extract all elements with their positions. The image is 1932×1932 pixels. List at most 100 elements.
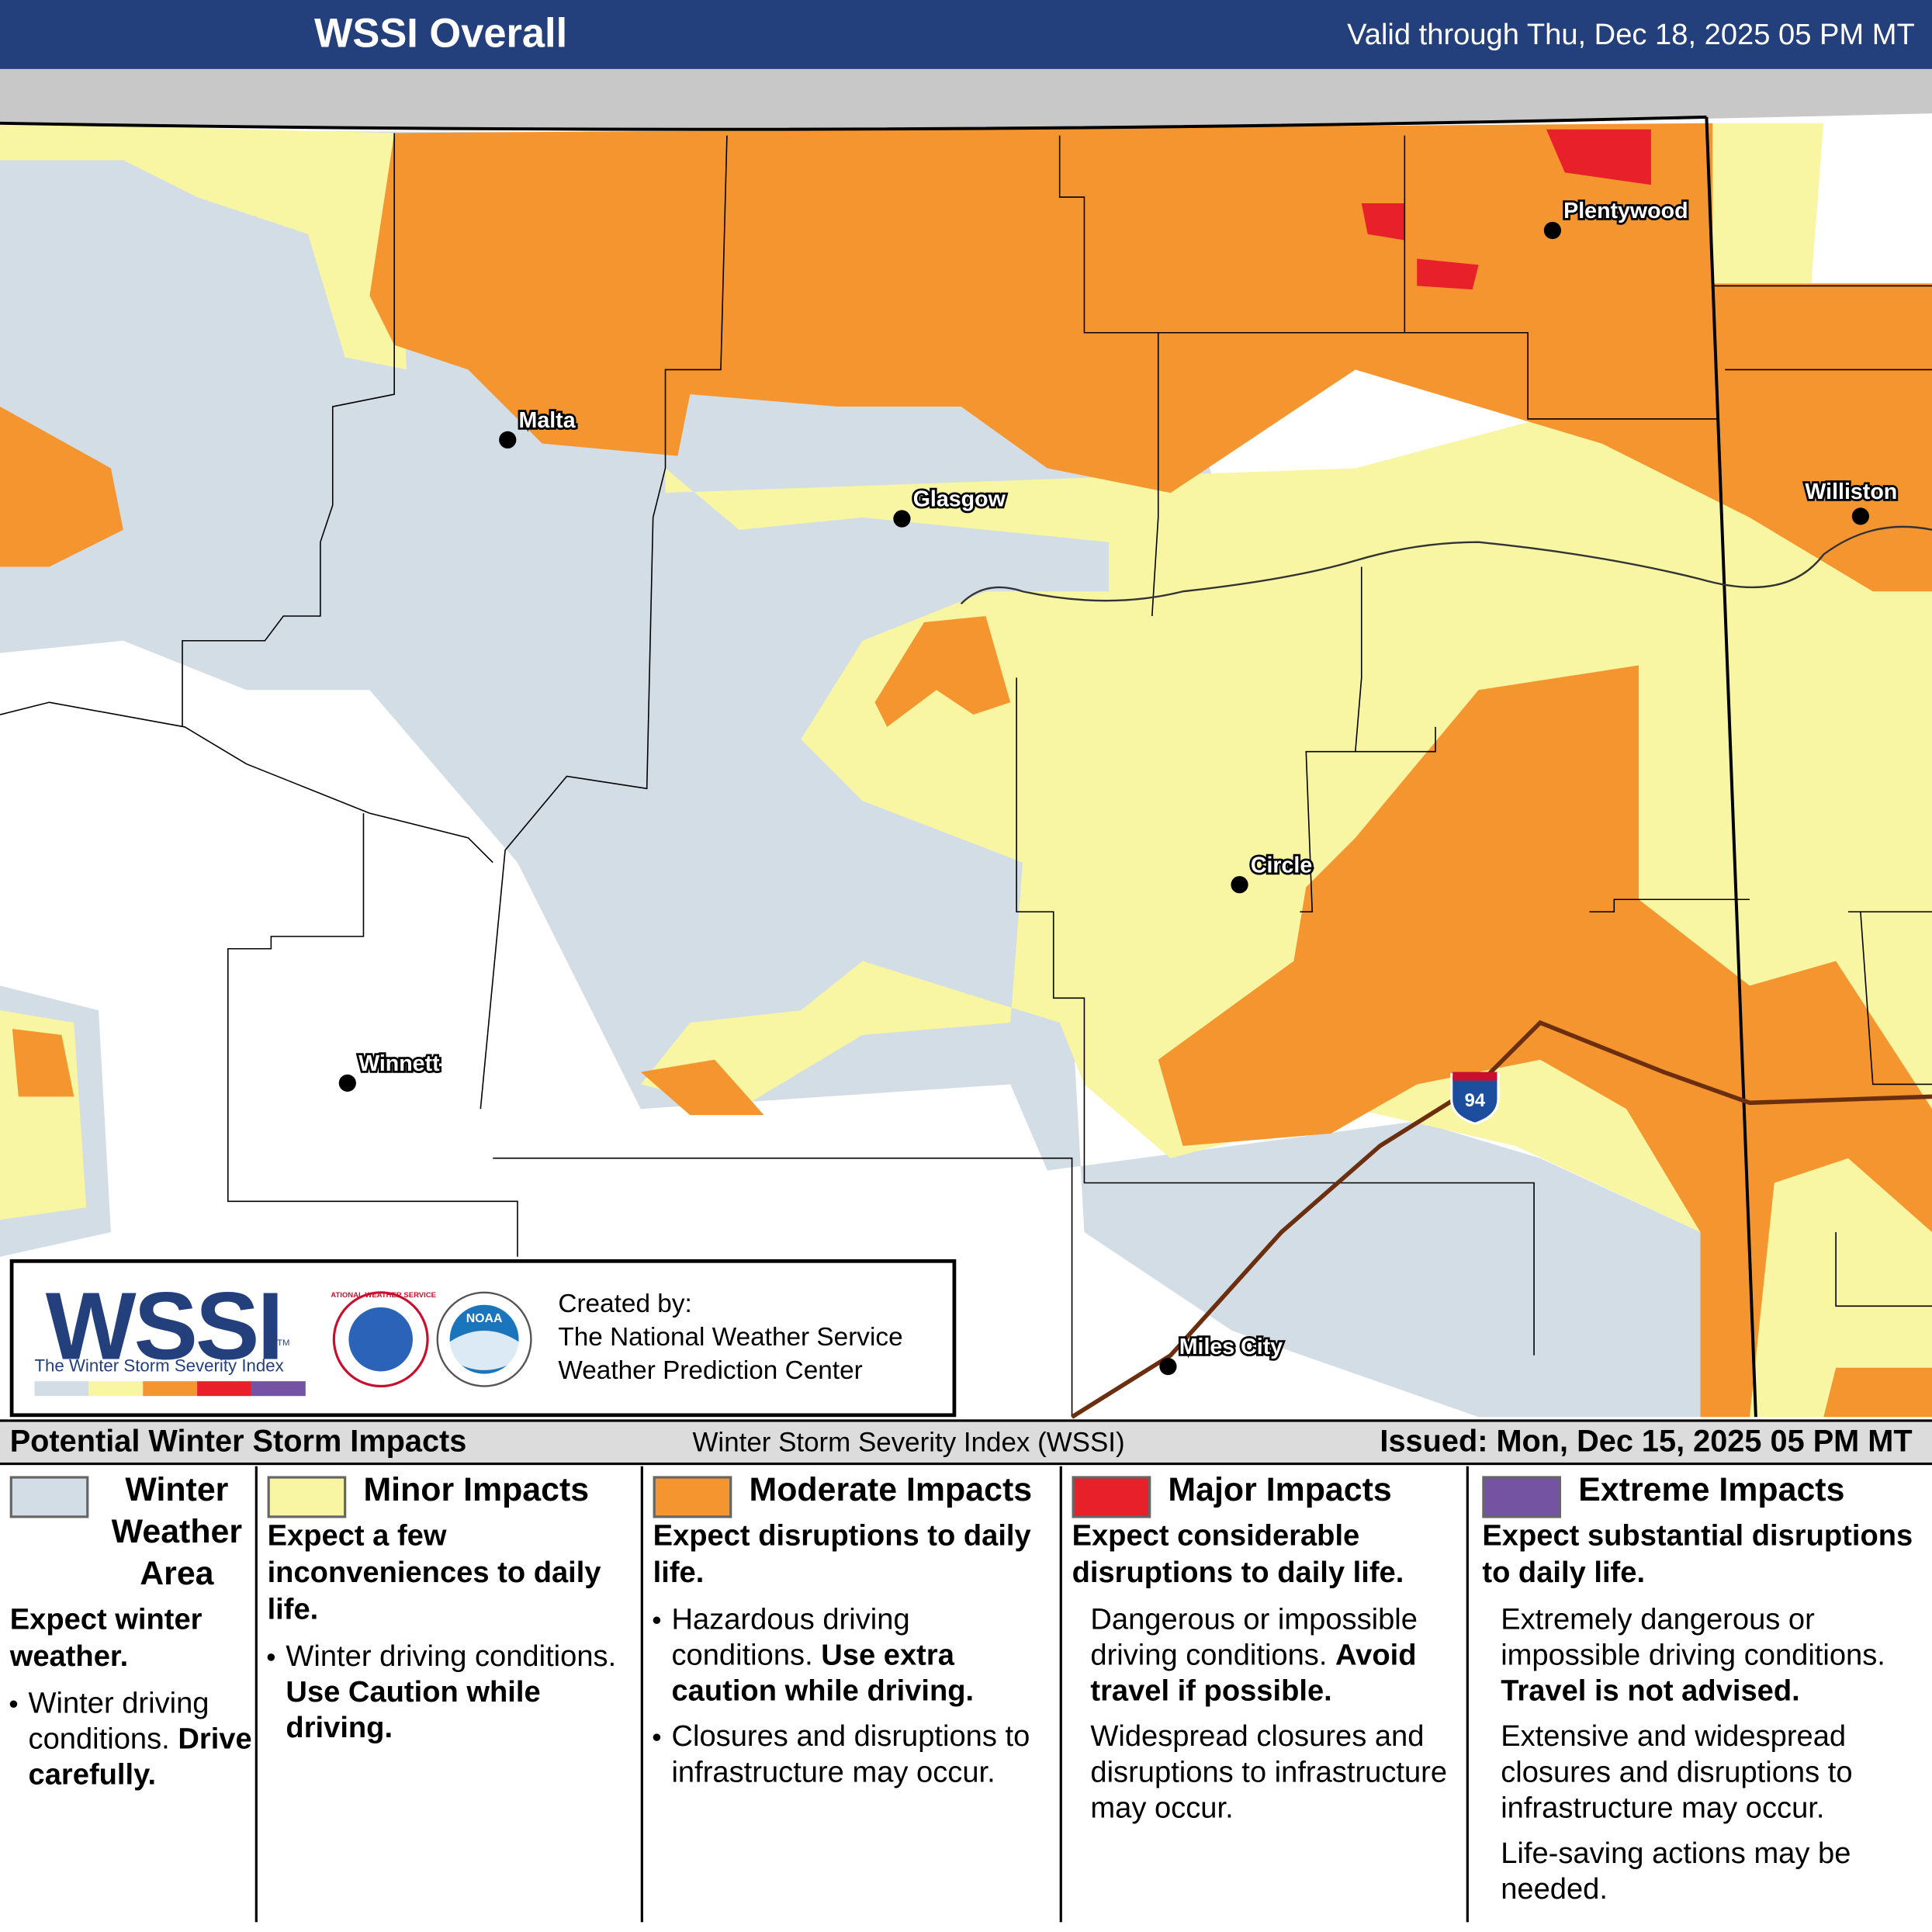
legend-item: Hazardous driving conditions. Use extra … [653, 1601, 1054, 1709]
item-text: Extensive and widespread closures and di… [1501, 1719, 1853, 1825]
legend-column: Extreme Impacts Expect substantial disrup… [1482, 1469, 1926, 1907]
item-text: Life-saving actions may be needed. [1501, 1837, 1851, 1906]
nws-logo-center [348, 1307, 413, 1372]
city-label: Miles City [1179, 1335, 1283, 1359]
color-bar-segment [143, 1381, 198, 1397]
city-label: Malta [519, 408, 576, 433]
footer-right: Issued: Mon, Dec 15, 2025 05 PM MT [1380, 1424, 1913, 1459]
item-bold: Drive carefully. [28, 1723, 252, 1792]
item-text: Winter driving conditions. [286, 1639, 617, 1674]
major-area [1361, 203, 1405, 241]
major-area [1417, 258, 1479, 290]
item-bold: Use Caution while driving. [286, 1675, 541, 1745]
footer-left: Potential Winter Storm Impacts [9, 1424, 467, 1459]
footer-center: Winter Storm Severity Index (WSSI) [692, 1426, 1125, 1458]
item-bold: Use extra caution while driving. [671, 1639, 975, 1708]
color-bar-segment [34, 1381, 89, 1397]
city-dot [1543, 221, 1562, 240]
legend-name: Minor Impacts [363, 1471, 590, 1508]
legend-separator [254, 1466, 258, 1923]
legend-item: Closures and disruptions to infrastructu… [653, 1719, 1054, 1790]
moderate-area [640, 1059, 764, 1116]
minor-area [0, 123, 407, 370]
outside-area [0, 68, 1932, 129]
county-line [1712, 285, 1932, 371]
city-dot [1159, 1357, 1177, 1376]
county-line [1016, 677, 1535, 1356]
city-dot [1231, 876, 1248, 894]
legend-swatch [267, 1476, 347, 1518]
moderate-area [12, 1028, 74, 1097]
item-text: Dangerous or impossible driving conditio… [1090, 1603, 1418, 1672]
legend-name: Major Impacts [1168, 1471, 1392, 1508]
noaa-text: NOAA [466, 1312, 503, 1325]
credit-line: Created by: [558, 1290, 692, 1319]
city-label: Circle [1251, 853, 1312, 878]
legend-swatch [1482, 1476, 1562, 1518]
county-line [1058, 135, 1159, 617]
legend-headline: Expect a few inconveniences to daily lif… [267, 1519, 601, 1627]
county-line [1300, 566, 1362, 912]
city-label: Williston [1805, 480, 1897, 504]
county-line [480, 135, 728, 1110]
city-label: Winnett [358, 1051, 440, 1076]
item-text: Winter driving conditions. [28, 1686, 209, 1756]
county-line [1848, 911, 1932, 1085]
legend-headline: Expect winter weather. [9, 1603, 203, 1674]
city-label: Plentywood [1563, 199, 1688, 223]
county-line [493, 1157, 1073, 1418]
color-bar-segment [251, 1381, 306, 1397]
noaa-gull [449, 1331, 519, 1370]
map: 94 Malta Glasgow Plentywood Williston Circle W… [0, 68, 1932, 1419]
tagline: The Winter Storm Severity Index [34, 1355, 284, 1376]
state-border [0, 115, 1757, 1418]
legend-column: Minor Impacts Expect a few inconveniences… [267, 1469, 637, 1746]
trademark: TM [277, 1339, 290, 1349]
legend-item: Winter driving conditions. Drive careful… [9, 1685, 254, 1792]
legend-separator [640, 1466, 643, 1923]
legend-headline: Expect substantial disruptions to daily … [1482, 1519, 1913, 1590]
moderate-area [1823, 1367, 1932, 1418]
city-dot [499, 431, 517, 449]
interstate-shield [1450, 1073, 1500, 1125]
item-text: Closures and disruptions to infrastructu… [671, 1719, 1030, 1789]
header-bar: WSSI Overall Valid through Thu, Dec 18, … [0, 0, 1932, 69]
major-area [1546, 129, 1651, 185]
logo-box: WSSI TM The Winter Storm Severity Index … [9, 1259, 957, 1418]
legend-item: Dangerous or impossible driving conditio… [1072, 1601, 1460, 1709]
moderate-area [369, 123, 1932, 592]
color-bar-segment [197, 1381, 251, 1397]
city-dot [338, 1074, 356, 1092]
credit-line: Weather Prediction Center [558, 1356, 863, 1385]
legend-separator [1466, 1466, 1469, 1923]
county-line [227, 813, 518, 1257]
county-line [1158, 135, 1719, 420]
legend-column: Winter Weather Area Expect winter weather… [9, 1469, 254, 1793]
legend-swatch [653, 1476, 732, 1518]
legend-column: Major Impacts Expect considerable disrupt… [1072, 1469, 1460, 1826]
moderate-area [1712, 123, 1824, 284]
legend-item: Winter driving conditions. Use Caution w… [267, 1639, 637, 1746]
valid-time: Valid through Thu, Dec 18, 2025 05 PM MT [1347, 18, 1915, 52]
interstate-shield-top [1452, 1072, 1497, 1081]
interstate-label: 94 [1465, 1090, 1486, 1111]
item-text: Extremely dangerous or impossible drivin… [1501, 1603, 1885, 1672]
wssi-wordmark: WSSI [45, 1271, 284, 1380]
agency-logos: NATIONAL WEATHER SERVICE NOAA [331, 1291, 532, 1388]
credit: Created by: The National Weather Service… [558, 1287, 902, 1387]
nws-text: NATIONAL WEATHER SERVICE [331, 1291, 436, 1300]
legend-separator [1059, 1466, 1062, 1923]
moderate-area [0, 407, 123, 567]
legend-headline: Expect disruptions to daily life. [653, 1519, 1031, 1590]
legend-name: Moderate Impacts [749, 1471, 1033, 1508]
legend-item: Life-saving actions may be needed. [1482, 1836, 1926, 1907]
county-line [0, 701, 493, 864]
moderate-area [874, 616, 1011, 727]
city-label: Glasgow [913, 487, 1006, 512]
city-dot [893, 510, 911, 528]
item-text: Hazardous driving conditions. [671, 1603, 910, 1672]
credit-line: The National Weather Service [558, 1323, 903, 1352]
color-bar [34, 1381, 306, 1397]
legend-name: Extreme Impacts [1578, 1471, 1845, 1508]
